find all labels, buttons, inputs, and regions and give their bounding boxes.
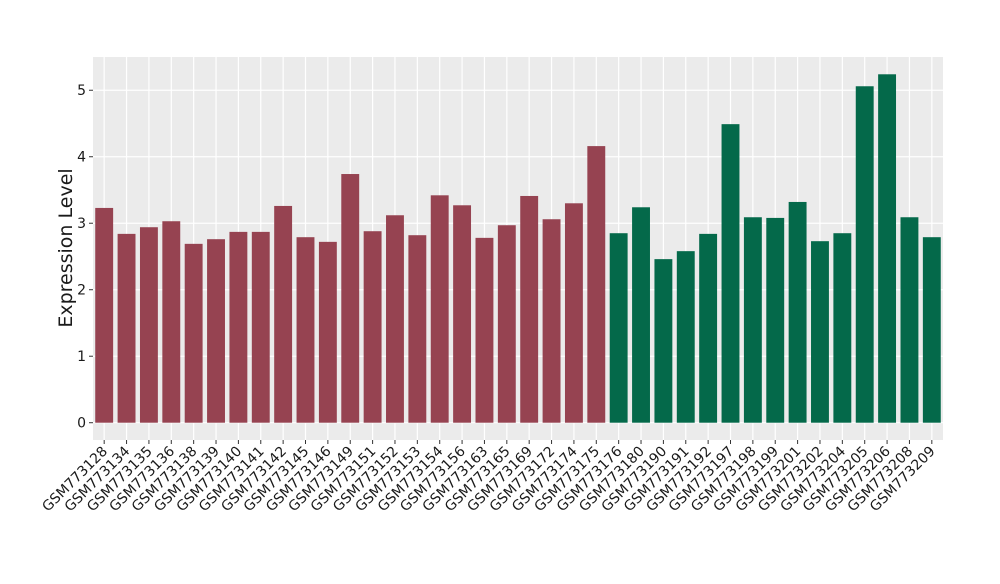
y-tick-label: 4	[77, 150, 86, 166]
bar	[207, 239, 225, 423]
bar	[676, 251, 695, 423]
y-tick-label: 1	[77, 349, 86, 365]
bar	[900, 217, 919, 423]
bar	[721, 124, 740, 423]
y-tick-label: 3	[77, 216, 86, 232]
bar	[833, 233, 852, 423]
bar	[654, 259, 673, 423]
bar	[274, 205, 293, 423]
bar	[453, 205, 472, 423]
bar	[855, 86, 874, 423]
bar	[587, 146, 606, 423]
y-axis-title: Expression Level	[55, 168, 77, 327]
bar	[117, 233, 136, 423]
bar	[475, 237, 494, 423]
bar	[318, 241, 337, 423]
bar	[542, 219, 561, 423]
bar	[922, 237, 941, 423]
bar	[251, 231, 270, 423]
bar	[520, 195, 539, 423]
bar	[766, 217, 785, 423]
y-tick-label: 2	[77, 283, 86, 299]
bar	[95, 207, 114, 423]
y-tick-label: 5	[77, 83, 86, 99]
y-tick-label: 0	[77, 416, 86, 432]
bar	[609, 233, 628, 423]
bar	[296, 237, 315, 423]
bar	[363, 231, 382, 423]
bar	[430, 195, 449, 423]
bar	[564, 203, 583, 423]
bar	[878, 74, 897, 423]
bar	[699, 233, 718, 423]
bar	[788, 201, 807, 423]
bar	[229, 231, 248, 423]
bar	[497, 225, 516, 423]
bar	[743, 217, 762, 423]
bar	[184, 243, 203, 423]
bar	[386, 215, 404, 423]
bar	[139, 227, 158, 423]
bar	[408, 235, 427, 423]
bar	[341, 174, 360, 423]
bar	[632, 207, 650, 423]
bar	[162, 221, 181, 423]
bar	[811, 241, 829, 423]
